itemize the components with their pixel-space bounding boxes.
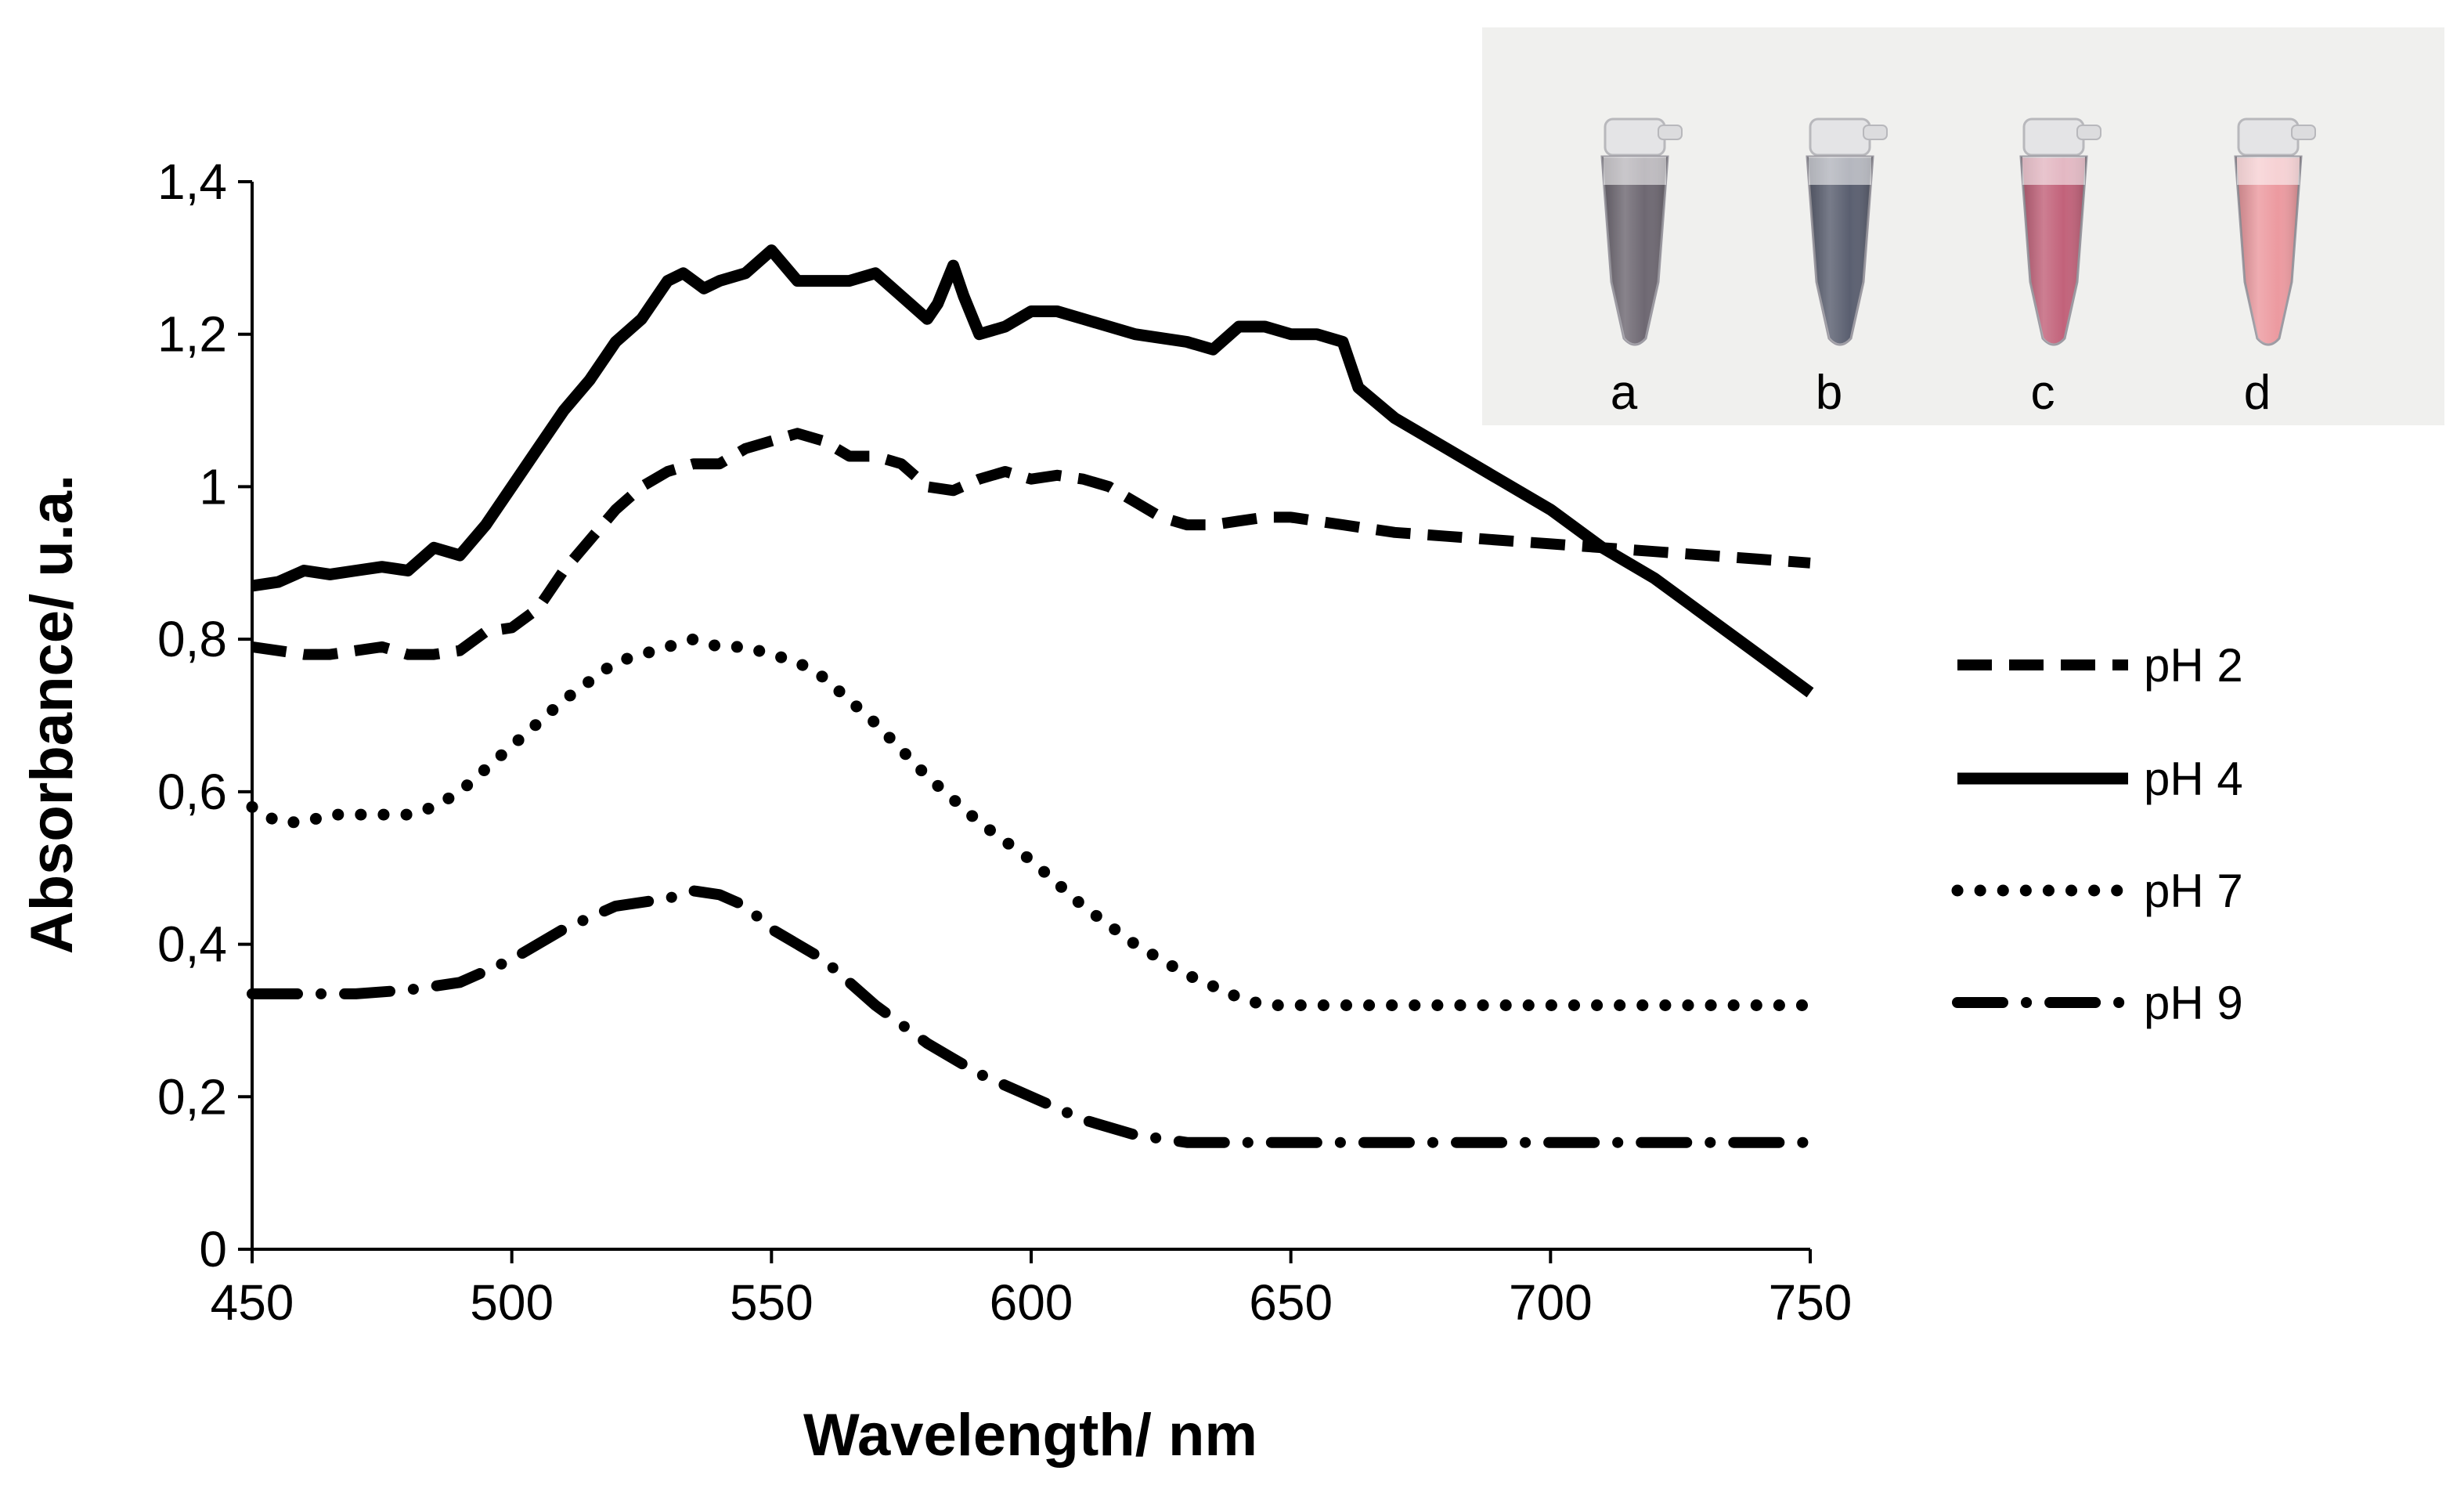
tube-headspace: [2022, 157, 2085, 185]
legend-item: pH 9: [1952, 977, 2243, 1029]
y-tick-label: 1: [199, 458, 227, 515]
tube-d: d: [2234, 117, 2316, 420]
legend-label: pH 7: [2144, 865, 2243, 917]
y-tick-label: 0,4: [157, 916, 227, 973]
tube-cap-hinge: [1863, 125, 1888, 140]
y-tick-label: 0,8: [157, 611, 227, 667]
tube-cap-hinge: [2291, 125, 2316, 140]
tube-c: c: [2019, 117, 2101, 420]
tube-shading: [2235, 157, 2301, 345]
tube-a: a: [1600, 117, 1683, 420]
tube-label: b: [1816, 366, 1842, 420]
axes: 450 500 550 600 650 700 750 0 0,2 0,4 0,6 0,8 1 1,2 1…: [157, 154, 1852, 1331]
tube-label: a: [1611, 366, 1638, 420]
x-axis-title: Wavelength/ nm: [803, 1402, 1257, 1469]
tube-cap: [1809, 117, 1871, 157]
x-tick-label: 750: [1769, 1274, 1853, 1331]
tube-headspace: [1604, 157, 1666, 185]
tube-shading: [1807, 157, 1873, 345]
series-line-ph2: [251, 428, 1811, 660]
tube-headspace: [1809, 157, 1871, 185]
tube-headspace: [2237, 157, 2300, 185]
y-tick-label: 1,2: [157, 306, 227, 363]
series-line-ph9: [247, 885, 1816, 1148]
legend-label: pH 9: [2144, 977, 2243, 1029]
tube-cap: [2237, 117, 2300, 157]
x-tick-label: 700: [1509, 1274, 1593, 1331]
series-group: [246, 244, 1816, 1148]
tube-shading: [2021, 157, 2087, 345]
tube-cap-hinge: [2076, 125, 2101, 140]
tube-b: b: [1806, 117, 1888, 420]
tube-cap-hinge: [1658, 125, 1683, 140]
legend-item: pH 7: [1951, 865, 2243, 917]
y-tick-label: 0,2: [157, 1068, 227, 1125]
series-line-ph4: [251, 244, 1814, 698]
x-ticks: 450 500 550 600 650 700 750: [211, 1249, 1853, 1331]
inset-photo: a b c d: [1482, 27, 2444, 425]
series-line-ph7: [246, 633, 1816, 1011]
legend-label: pH 2: [2144, 639, 2243, 692]
x-tick-label: 600: [990, 1274, 1073, 1331]
tube-label: c: [2031, 366, 2055, 420]
tube-label: d: [2244, 366, 2271, 420]
x-tick-label: 450: [211, 1274, 294, 1331]
x-tick-label: 550: [730, 1274, 814, 1331]
tube-cap: [1604, 117, 1666, 157]
legend: pH 2 pH 4 pH 7 pH 9: [1951, 639, 2243, 1029]
y-axis-title: Absorbance/ u.a.: [19, 475, 85, 954]
tubes: a b c d: [1600, 117, 2316, 420]
legend-label: pH 4: [2144, 753, 2243, 805]
tube-shading: [1602, 157, 1668, 345]
y-tick-label: 1,4: [157, 154, 227, 210]
x-tick-label: 650: [1249, 1274, 1333, 1331]
y-tick-label: 0: [199, 1221, 227, 1277]
legend-item: pH 4: [1957, 753, 2243, 805]
y-tick-label: 0,6: [157, 764, 227, 820]
legend-item: pH 2: [1957, 639, 2243, 692]
tube-cap: [2022, 117, 2085, 157]
x-tick-label: 500: [470, 1274, 554, 1331]
y-ticks: 0 0,2 0,4 0,6 0,8 1 1,2 1,4: [157, 154, 252, 1277]
